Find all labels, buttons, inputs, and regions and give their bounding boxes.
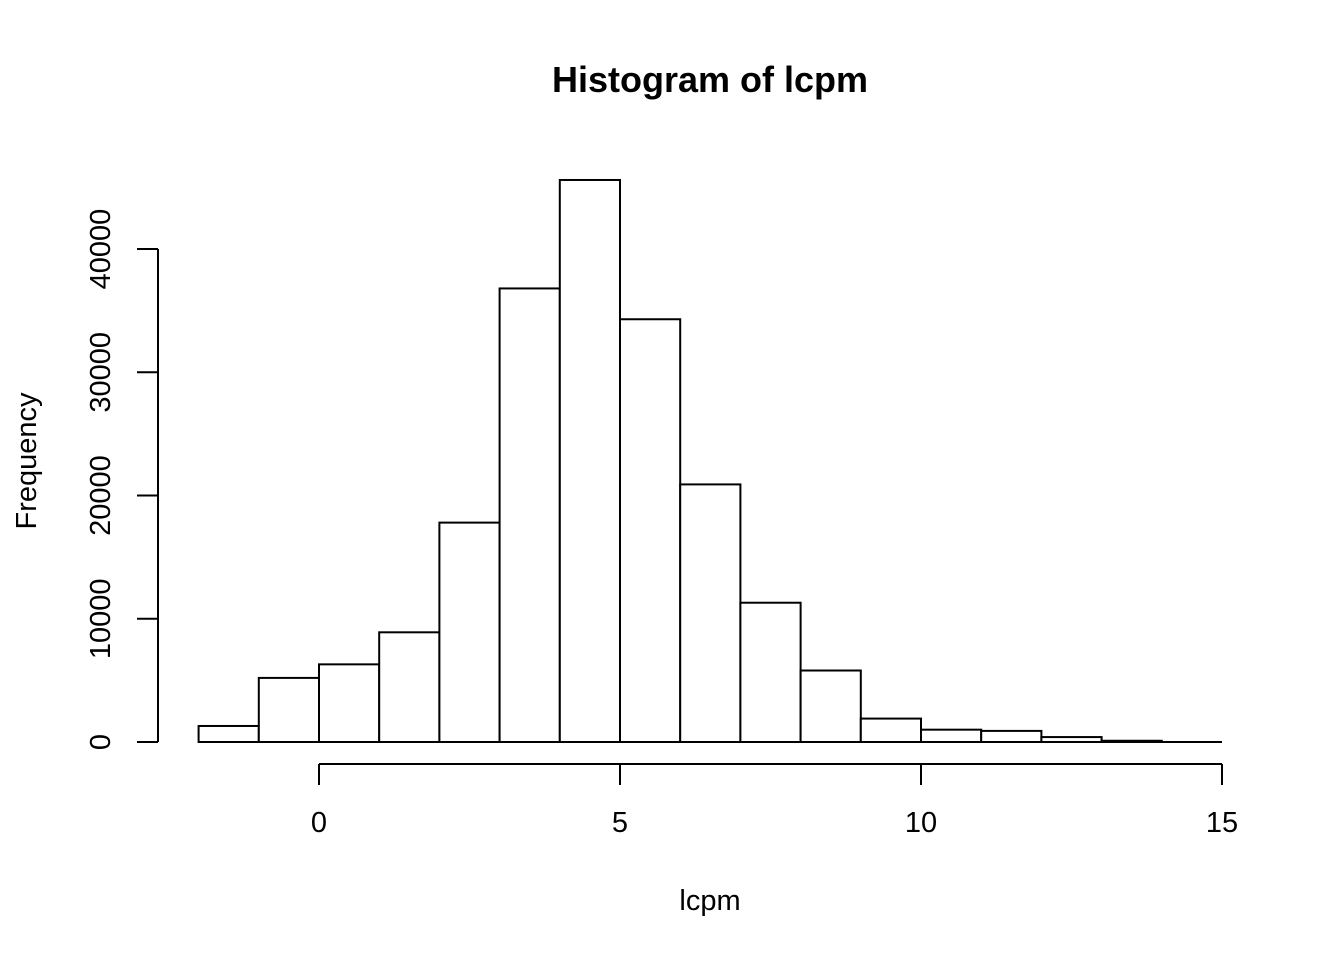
histogram-bar <box>558 178 621 744</box>
histogram-bar <box>679 483 742 743</box>
x-axis-label: lcpm <box>679 885 740 917</box>
x-tick-label: 5 <box>612 807 628 839</box>
bars-group <box>197 178 1222 744</box>
x-tick-label: 15 <box>1206 807 1238 839</box>
histogram-bar <box>1040 736 1103 744</box>
y-axis: 0 10000 20000 30000 40000 <box>85 209 159 750</box>
histogram-bar <box>197 724 260 743</box>
y-axis-label: Frequency <box>11 392 43 530</box>
histogram-bar <box>859 717 922 744</box>
chart-title: Histogram of lcpm <box>552 59 868 100</box>
histogram-bar <box>318 663 381 743</box>
histogram-bar <box>980 729 1043 743</box>
histogram-bar <box>799 669 862 744</box>
y-tick-label: 40000 <box>85 209 117 290</box>
y-tick-label: 20000 <box>85 455 117 536</box>
x-axis: 0 5 10 15 <box>311 763 1238 839</box>
x-tick-label: 10 <box>905 807 937 839</box>
x-tick-label: 0 <box>311 807 327 839</box>
histogram-bar <box>378 631 441 743</box>
histogram-bar <box>1100 739 1163 744</box>
histogram-bar <box>438 521 501 743</box>
histogram-bar <box>257 676 320 743</box>
histogram-bar <box>619 318 682 743</box>
histogram-bar <box>739 601 802 743</box>
histogram-bar <box>498 287 561 743</box>
histogram-bar <box>920 728 983 743</box>
y-tick-label: 30000 <box>85 332 117 413</box>
y-tick-label: 10000 <box>85 578 117 659</box>
y-tick-label: 0 <box>85 734 117 750</box>
